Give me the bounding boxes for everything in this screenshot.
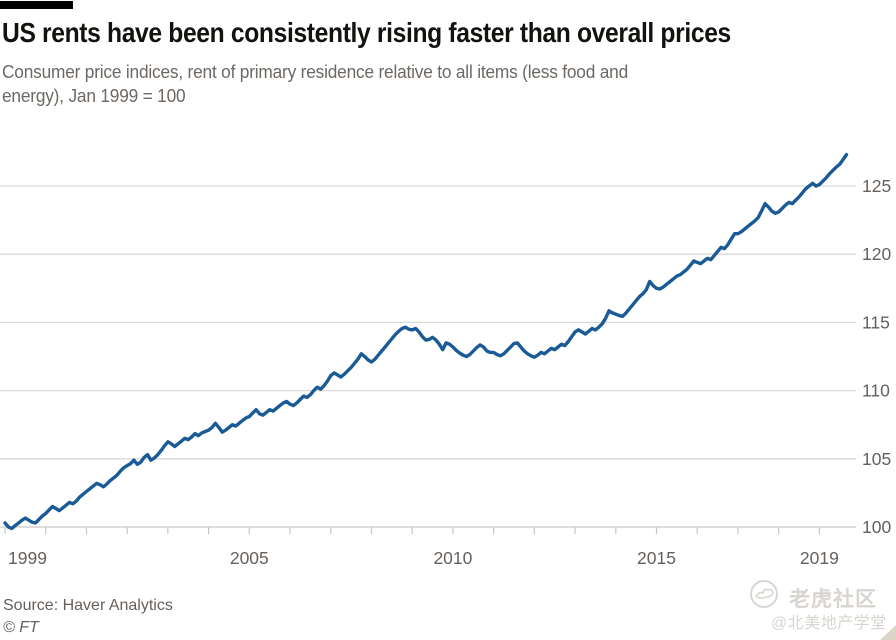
- watermark-brand: 老虎社区: [789, 588, 877, 611]
- rent-index-series-line: [3, 152, 849, 531]
- y-axis-label: 105: [862, 449, 891, 469]
- x-axis-label: 2005: [230, 548, 269, 568]
- chart-subtitle-line-1: Consumer price indices, rent of primary …: [2, 62, 629, 82]
- chart-subtitle-line-2: energy), Jan 1999 = 100: [2, 86, 186, 106]
- tiger-circle-icon: [750, 580, 778, 608]
- chart-title: US rents have been consistently rising f…: [2, 17, 731, 48]
- source-note: Source: Haver Analytics: [3, 597, 173, 614]
- y-axis-label: 110: [862, 381, 890, 401]
- chart-subtitle: Consumer price indices, rent of primary …: [2, 60, 628, 108]
- ft-top-bar: [0, 1, 73, 9]
- x-axis-label: 1999: [8, 548, 47, 568]
- y-axis-label: 120: [862, 244, 891, 264]
- y-axis-label: 115: [862, 312, 890, 332]
- x-axis-label: 2019: [800, 548, 839, 568]
- y-axis-label: 125: [862, 176, 891, 196]
- x-axis-label: 2015: [637, 548, 676, 568]
- watermark-handle: @北美地产学堂: [771, 615, 887, 632]
- y-axis-label: 100: [862, 517, 891, 537]
- copyright-note: © FT: [3, 619, 39, 636]
- x-axis-label: 2010: [433, 548, 472, 568]
- corner-fold-decoration: [880, 625, 896, 640]
